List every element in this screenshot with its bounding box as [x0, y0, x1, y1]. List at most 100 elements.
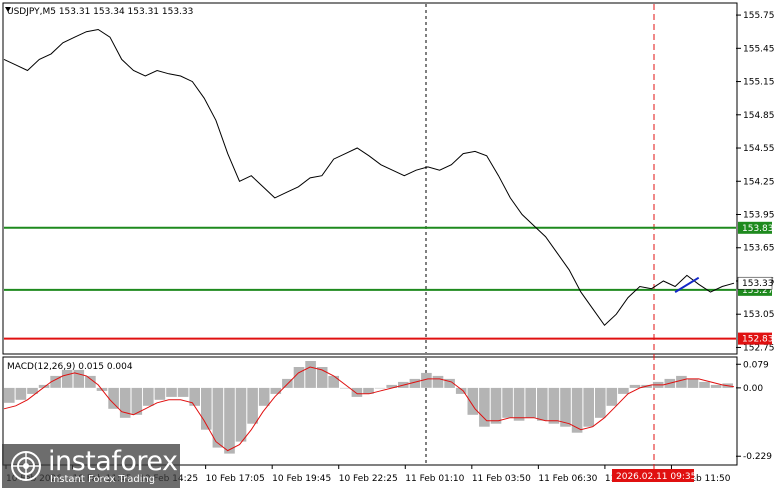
brand-tagline: Instant Forex Trading	[50, 474, 156, 485]
macd-bar	[143, 387, 154, 406]
macd-bar	[537, 387, 548, 421]
macd-bar	[363, 387, 374, 394]
macd-bar	[629, 384, 641, 388]
macd-tick-label: 0.079	[743, 360, 769, 370]
time-tick-label: 11 Feb 03:50	[472, 474, 531, 484]
price-tick-label: 153.95	[743, 211, 775, 221]
price-level-label: 153.27	[742, 286, 774, 296]
price-level-label: 152.83	[742, 335, 774, 345]
macd-bar	[409, 378, 421, 388]
price-pane-frame	[2, 2, 738, 355]
macd-bar	[61, 369, 73, 388]
macd-bar	[618, 387, 629, 394]
macd-bar	[305, 361, 316, 388]
price-level-box	[738, 221, 772, 234]
brand-name: instaforex	[48, 446, 178, 477]
macd-bar	[687, 378, 699, 388]
instaforex-logo-icon	[11, 451, 41, 481]
macd-bar	[224, 387, 235, 454]
trend-line	[674, 276, 700, 293]
price-tick-label: 154.85	[743, 111, 775, 121]
macd-bar	[513, 387, 525, 421]
macd-bar	[85, 375, 96, 388]
macd-bar	[374, 387, 386, 389]
price-tick-label: 155.75	[743, 11, 775, 21]
macd-bar	[421, 372, 432, 388]
macd-axis: 0.079 0.00 -0.229	[736, 360, 772, 462]
collapse-arrow-icon[interactable]	[5, 7, 11, 12]
macd-bar	[177, 387, 189, 397]
macd-bar	[467, 387, 479, 415]
price-axis: 155.75 155.45 155.15 154.85 154.55 154.25 153.…	[736, 11, 775, 353]
price-tick-label: 154.25	[743, 177, 775, 187]
macd-bar	[455, 387, 467, 394]
macd-bar	[560, 387, 571, 427]
highlighted-time-box	[612, 469, 694, 482]
macd-bar	[154, 387, 166, 400]
highlighted-time-label: 2026.02.11 09:35	[616, 472, 696, 482]
macd-bar	[386, 384, 397, 388]
macd-bar	[131, 387, 143, 415]
macd-bar	[108, 387, 119, 409]
macd-tick-label: -0.229	[743, 452, 772, 462]
price-tick-label: 155.45	[743, 44, 775, 54]
macd-bar	[212, 387, 224, 448]
macd-bar	[490, 387, 502, 424]
macd-bar	[293, 367, 305, 388]
macd-bar	[15, 387, 27, 400]
price-chart-title: USDJPY,M5 153.31 153.34 153.31 153.33	[7, 7, 193, 17]
macd-bar	[351, 387, 363, 397]
price-tick-label: 153.05	[743, 310, 775, 320]
macd-bar	[595, 387, 606, 418]
macd-bar	[525, 387, 536, 418]
price-line	[3, 28, 735, 327]
macd-bar	[258, 387, 270, 406]
macd-bar	[571, 387, 583, 433]
price-tick-label: 155.15	[743, 78, 775, 88]
price-tick-label: 153.65	[743, 244, 775, 254]
macd-bar	[340, 387, 351, 389]
time-tick-label: 11 Feb 11:50	[671, 474, 730, 484]
macd-bar	[50, 375, 61, 388]
macd-bar	[316, 367, 328, 388]
macd-bar	[502, 387, 513, 418]
macd-bar	[4, 387, 15, 403]
macd-bar	[676, 375, 687, 388]
price-tick-label: 152.75	[743, 343, 775, 353]
macd-bar	[444, 378, 455, 388]
price-level-label: 153.83	[742, 224, 774, 234]
macd-tick-label: 0.00	[743, 384, 763, 394]
macd-title: MACD(12,26,9) 0.015 0.004	[7, 362, 133, 372]
macd-bar	[38, 384, 50, 388]
macd-bar	[583, 387, 594, 427]
time-tick-label: 11 Feb 06:30	[538, 474, 597, 484]
current-price-marker: 153.33	[737, 276, 774, 290]
macd-bar	[73, 369, 85, 388]
time-tick-label: 10 Feb 22:25	[339, 474, 398, 484]
macd-bar	[710, 384, 722, 388]
macd-histogram	[4, 361, 733, 454]
price-tick-label: 154.55	[743, 144, 775, 154]
macd-bar	[119, 387, 131, 418]
macd-bar	[432, 375, 444, 388]
macd-bar	[201, 387, 212, 430]
current-price-label: 153.33	[742, 279, 774, 289]
macd-bar	[235, 387, 247, 442]
macd-bar	[606, 387, 618, 406]
macd-signal-line	[3, 366, 735, 452]
time-tick-label: 11 Feb 01:10	[405, 474, 464, 484]
macd-bar	[27, 387, 38, 394]
instaforex-logo: instaforex Instant Forex Trading	[2, 444, 180, 488]
macd-bar	[699, 381, 710, 388]
macd-bar	[189, 387, 200, 406]
macd-bar	[166, 387, 177, 397]
macd-bar	[479, 387, 490, 427]
time-tick-label: 10 Feb 17:05	[206, 474, 265, 484]
macd-bar	[328, 375, 339, 388]
price-level-box	[738, 332, 772, 345]
macd-bar	[247, 387, 258, 424]
time-tick-label: 10 Feb 19:45	[272, 474, 331, 484]
macd-bar	[548, 387, 560, 424]
macd-bar	[270, 387, 282, 394]
